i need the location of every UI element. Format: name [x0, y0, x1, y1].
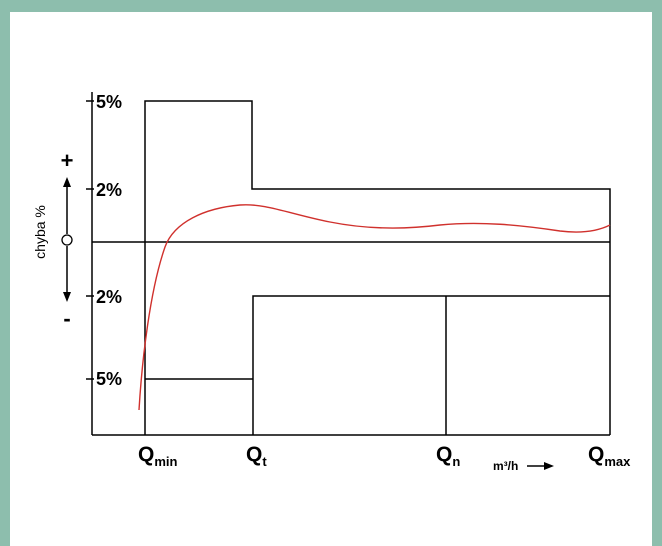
minus-sign: -: [63, 306, 70, 331]
q-t-label: Qt: [246, 443, 267, 469]
y-tick-label-lower-5: 5%: [96, 369, 122, 389]
upper-error-limit: [144, 100, 611, 435]
q-n-label: Qn: [436, 443, 460, 469]
y-axis-label: chyba %: [32, 205, 48, 259]
down-arrow-icon: [63, 292, 71, 302]
plus-sign: +: [61, 148, 74, 173]
q-n-symbol: Q: [436, 443, 452, 466]
y-tick-label-upper-5: 5%: [96, 92, 122, 112]
q-max-label: Qmax: [588, 443, 631, 469]
lower-error-limit: [252, 295, 610, 435]
error-curve: [138, 204, 611, 411]
zero-circle-icon: [61, 234, 73, 246]
q-max-symbol: Q: [588, 443, 604, 466]
diagram-panel: [10, 12, 652, 546]
q-min-label: Qmin: [138, 443, 178, 469]
flow-unit-label: m³/h: [493, 459, 518, 473]
q-n-subscript: n: [452, 454, 460, 469]
y-tick-label-upper-2: 2%: [96, 180, 122, 200]
flow-arrow-icon: [544, 462, 554, 470]
y-tick-label-lower-2: 2%: [96, 287, 122, 307]
q-t-subscript: t: [262, 454, 267, 469]
up-arrow-icon: [63, 177, 71, 187]
q-min-subscript: min: [154, 454, 177, 469]
q-max-subscript: max: [604, 454, 631, 469]
q-t-symbol: Q: [246, 443, 262, 466]
q-min-symbol: Q: [138, 443, 154, 466]
